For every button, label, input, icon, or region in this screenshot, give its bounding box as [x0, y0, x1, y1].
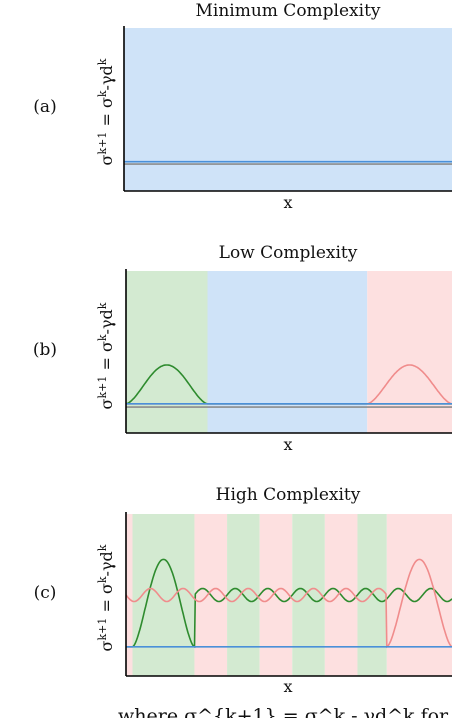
shaded-region	[357, 514, 387, 676]
shaded-region	[126, 514, 133, 676]
chart-panel-3: High Complexity x (c) σk+1​ = σk​-γdk​	[34, 485, 452, 696]
chart-title: Minimum Complexity	[195, 1, 380, 21]
x-axis-label: x	[283, 435, 292, 454]
y-axis-label: σk+1​ = σk​-γdk​	[96, 58, 116, 165]
chart-title: High Complexity	[216, 485, 361, 505]
chart-panel-2: Low Complexity x (b) σk+1​ = σk​-γdk​	[33, 243, 452, 454]
y-axis-label: σk+1​ = σk​-γdk​	[96, 544, 116, 651]
shaded-region	[207, 271, 368, 433]
series-line	[125, 558, 452, 649]
chart-panel-1: Minimum Complexity x (a) σk+1​ = σk​-γdk​	[33, 1, 452, 212]
y-axis-label: σk+1​ = σk​-γdk​	[96, 302, 116, 409]
x-axis-label: x	[283, 193, 292, 212]
panel-label: (b)	[33, 340, 57, 360]
panel-label: (c)	[34, 583, 57, 603]
chart-title: Low Complexity	[219, 243, 358, 263]
shaded-region	[367, 271, 452, 433]
shaded-region	[124, 28, 452, 191]
shaded-region	[126, 271, 208, 433]
shaded-region	[386, 514, 452, 676]
x-axis-label: x	[283, 677, 292, 696]
caption-fragment: where σ^{k+1} = σ^k - γd^k for th	[118, 705, 452, 718]
panel-label: (a)	[33, 97, 56, 117]
series-line	[126, 558, 452, 649]
